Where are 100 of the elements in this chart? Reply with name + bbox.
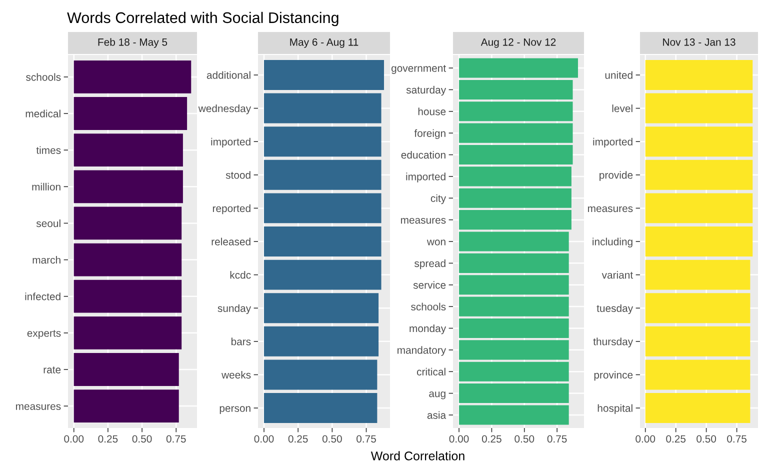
y-tick-label: tuesday [596, 304, 634, 314]
y-tick-label: reported [212, 204, 250, 214]
bar [459, 362, 569, 382]
y-tick-label: weeks [222, 370, 251, 379]
y-tick-label: stood [226, 171, 250, 179]
x-tick-label: 0.50 [322, 435, 342, 443]
y-tick-label: imported [406, 172, 446, 182]
y-tick-label: infected [25, 292, 60, 300]
bar [74, 316, 182, 350]
y-tick-label: monday [410, 324, 446, 334]
bar [264, 193, 382, 224]
y-tick-label: service [413, 281, 446, 289]
x-tick-label: 0.00 [64, 435, 84, 443]
bar [459, 80, 573, 100]
bar [74, 243, 182, 276]
y-tick-label: schools [26, 73, 61, 81]
bar [74, 134, 183, 167]
x-tick-label: 0.75 [356, 435, 376, 443]
y-tick-label: saturday [406, 86, 446, 96]
y-tick-label: mandatory [398, 346, 446, 356]
x-tick-label: 0.25 [666, 435, 686, 443]
bar [459, 188, 572, 208]
chart-subtitle: Feb 18 - May 5 [98, 38, 168, 48]
bar [459, 210, 572, 230]
bar [459, 318, 569, 338]
y-tick-label: city [430, 194, 446, 204]
y-tick-label: bars [231, 338, 251, 346]
y-tick-label: measures [588, 206, 633, 212]
bar [74, 353, 179, 386]
x-tick-label: 0.00 [636, 435, 656, 443]
bar [74, 280, 182, 313]
y-tick-label: government [391, 65, 446, 74]
bar [264, 260, 382, 290]
bar [459, 166, 572, 186]
x-tick-label: 0.25 [288, 435, 308, 443]
y-tick-label: medical [26, 110, 60, 118]
x-tick-label: 0.50 [514, 435, 534, 443]
bar [459, 253, 569, 273]
bar [459, 58, 578, 78]
x-axis-title: Word Correlation [370, 451, 464, 460]
y-tick-label: kcdc [230, 271, 251, 279]
x-tick-label: 0.25 [482, 435, 502, 443]
y-tick-label: imported [593, 138, 632, 148]
bar [264, 393, 378, 424]
y-tick-label: measures [401, 218, 446, 224]
y-tick-label: spread [414, 259, 446, 270]
y-tick-label: thursday [593, 338, 634, 348]
bar [459, 144, 573, 165]
x-tick-label: 0.75 [727, 435, 746, 443]
x-tick-label: 0.50 [132, 435, 152, 443]
bar [459, 232, 569, 252]
y-tick-label: province [594, 370, 633, 381]
bar [459, 102, 573, 122]
y-tick-label: foreign [414, 129, 446, 140]
y-tick-label: sunday [218, 304, 252, 314]
y-tick-label: million [32, 182, 60, 191]
y-tick-label: rate [44, 366, 61, 374]
y-tick-label: critical [416, 368, 446, 376]
bar [264, 60, 384, 90]
bar [264, 160, 382, 190]
y-tick-label: hospital [598, 404, 632, 414]
y-tick-label: house [418, 108, 446, 116]
bar [264, 226, 382, 256]
y-tick-label: times [36, 146, 61, 154]
bar [264, 326, 379, 356]
y-tick-label: provide [600, 171, 633, 181]
y-tick-label: person [220, 406, 250, 414]
y-tick-label: imported [211, 138, 250, 148]
chart-subtitle: Nov 13 - Jan 13 [663, 38, 736, 46]
y-tick-label: schools [411, 302, 446, 310]
bar [459, 123, 573, 143]
x-tick-label: 0.25 [98, 435, 118, 443]
bar [74, 97, 188, 130]
y-tick-label: wednesday [198, 104, 252, 114]
y-tick-label: released [212, 238, 250, 246]
y-tick-label: level [612, 104, 632, 112]
bar [74, 60, 192, 94]
y-tick-label: measures [16, 404, 61, 410]
bar [459, 405, 569, 425]
y-tick-label: march [32, 256, 60, 264]
x-tick-label: 0.00 [449, 435, 469, 443]
bar [74, 390, 179, 423]
bar [264, 126, 382, 157]
y-tick-label: experts [27, 330, 61, 339]
x-tick-label: 0.75 [547, 435, 567, 443]
y-tick-label: seoul [36, 219, 60, 228]
y-tick-label: education [401, 150, 446, 159]
chart-subtitle: May 6 - Aug 11 [290, 38, 358, 48]
y-tick-label: additional [206, 71, 250, 79]
bar [74, 170, 183, 204]
chart-subtitle: Aug 12 - Nov 12 [480, 38, 556, 48]
x-tick-label: 0.50 [696, 435, 716, 443]
bar [264, 93, 382, 124]
y-tick-label: asia [427, 411, 446, 419]
bar [459, 384, 569, 404]
bar [459, 296, 569, 316]
bar [459, 340, 569, 360]
y-tick-label: united [605, 71, 632, 79]
bar [264, 360, 378, 390]
x-tick-label: 0.00 [254, 435, 274, 443]
